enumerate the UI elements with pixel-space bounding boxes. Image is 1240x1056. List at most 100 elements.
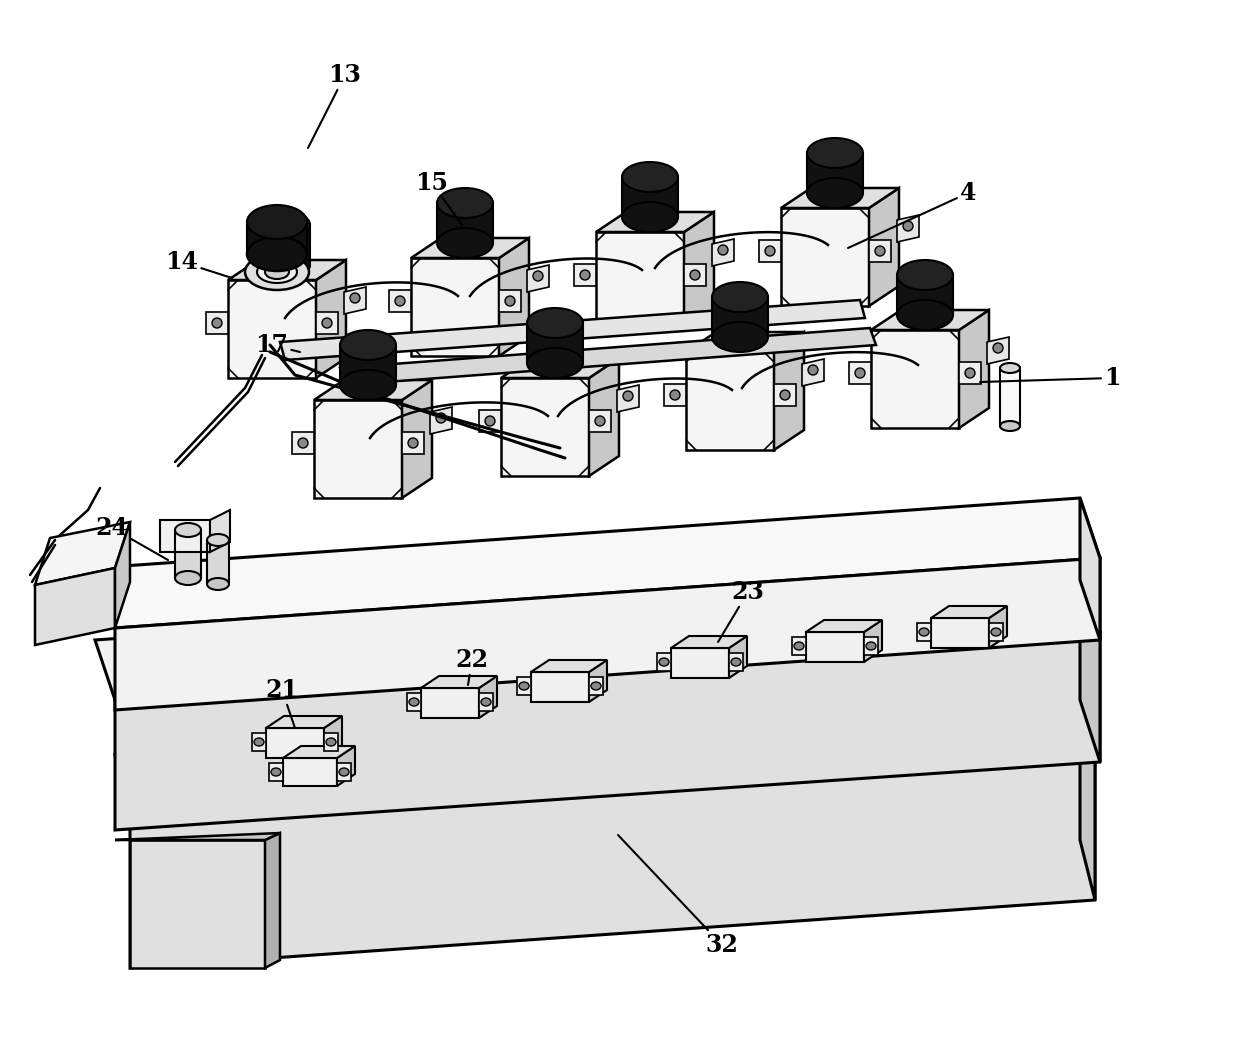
Polygon shape [206, 312, 228, 334]
Ellipse shape [340, 370, 396, 400]
Polygon shape [684, 212, 714, 329]
Ellipse shape [272, 768, 281, 776]
Polygon shape [498, 238, 529, 356]
Polygon shape [849, 362, 870, 384]
Ellipse shape [807, 178, 863, 208]
Polygon shape [686, 352, 774, 450]
Ellipse shape [207, 578, 229, 590]
Polygon shape [337, 763, 351, 781]
Ellipse shape [408, 438, 418, 448]
Polygon shape [596, 232, 684, 329]
Polygon shape [792, 637, 806, 655]
Ellipse shape [866, 642, 875, 650]
Ellipse shape [712, 322, 768, 352]
Polygon shape [430, 407, 453, 434]
Text: 22: 22 [455, 648, 489, 685]
Polygon shape [160, 520, 210, 552]
Polygon shape [622, 177, 678, 216]
Polygon shape [35, 522, 130, 585]
Polygon shape [959, 362, 981, 384]
Ellipse shape [212, 318, 222, 328]
Polygon shape [931, 618, 990, 648]
Text: 24: 24 [95, 516, 167, 560]
Polygon shape [95, 498, 1100, 628]
Polygon shape [774, 384, 796, 406]
Text: 14: 14 [165, 250, 232, 278]
Ellipse shape [993, 343, 1003, 353]
Polygon shape [781, 188, 899, 208]
Polygon shape [931, 606, 1007, 618]
Polygon shape [864, 620, 882, 662]
Polygon shape [663, 384, 686, 406]
Polygon shape [712, 239, 734, 266]
Polygon shape [869, 240, 892, 262]
Ellipse shape [298, 438, 308, 448]
Polygon shape [267, 716, 342, 728]
Ellipse shape [965, 367, 975, 378]
Ellipse shape [254, 210, 310, 240]
Polygon shape [729, 636, 746, 678]
Ellipse shape [780, 390, 790, 400]
Polygon shape [479, 693, 494, 711]
Ellipse shape [254, 738, 264, 746]
Ellipse shape [807, 138, 863, 168]
Polygon shape [657, 653, 671, 671]
Polygon shape [574, 264, 596, 286]
Polygon shape [407, 693, 422, 711]
Ellipse shape [247, 237, 308, 271]
Ellipse shape [175, 571, 201, 585]
Polygon shape [314, 380, 432, 400]
Polygon shape [291, 432, 314, 454]
Polygon shape [870, 310, 990, 329]
Polygon shape [324, 733, 339, 751]
Ellipse shape [658, 658, 670, 666]
Polygon shape [807, 153, 863, 193]
Polygon shape [959, 310, 990, 428]
Ellipse shape [257, 261, 298, 283]
Text: 17: 17 [255, 333, 300, 357]
Ellipse shape [246, 254, 309, 290]
Polygon shape [589, 677, 603, 695]
Ellipse shape [265, 265, 289, 279]
Polygon shape [115, 689, 1095, 815]
Polygon shape [130, 748, 1095, 968]
Text: 23: 23 [718, 580, 764, 642]
Polygon shape [479, 676, 497, 718]
Polygon shape [987, 337, 1009, 364]
Polygon shape [870, 329, 959, 428]
Polygon shape [671, 648, 729, 678]
Polygon shape [897, 275, 954, 315]
Polygon shape [35, 568, 115, 645]
Polygon shape [343, 287, 366, 314]
Polygon shape [207, 540, 229, 584]
Polygon shape [130, 840, 265, 968]
Polygon shape [269, 763, 283, 781]
Polygon shape [897, 215, 919, 242]
Ellipse shape [718, 245, 728, 254]
Polygon shape [781, 208, 869, 306]
Polygon shape [918, 623, 931, 641]
Polygon shape [671, 636, 746, 648]
Polygon shape [686, 332, 804, 352]
Polygon shape [806, 620, 882, 631]
Polygon shape [589, 410, 611, 432]
Polygon shape [864, 637, 878, 655]
Polygon shape [324, 716, 342, 758]
Ellipse shape [875, 246, 885, 256]
Polygon shape [115, 522, 130, 628]
Polygon shape [999, 367, 1021, 426]
Text: 4: 4 [848, 181, 976, 248]
Polygon shape [531, 672, 589, 702]
Polygon shape [267, 728, 324, 758]
Ellipse shape [481, 698, 491, 706]
Ellipse shape [897, 300, 954, 329]
Ellipse shape [622, 391, 632, 401]
Ellipse shape [991, 628, 1001, 636]
Ellipse shape [999, 363, 1021, 373]
Text: 21: 21 [265, 678, 299, 728]
Polygon shape [498, 290, 521, 312]
Polygon shape [389, 290, 410, 312]
Polygon shape [517, 677, 531, 695]
Polygon shape [340, 345, 396, 385]
Ellipse shape [436, 413, 446, 423]
